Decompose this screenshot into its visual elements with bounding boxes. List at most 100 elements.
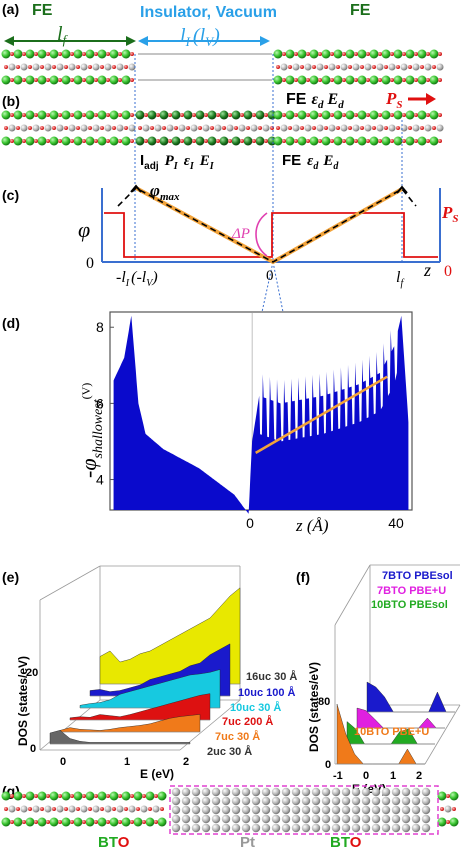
atom-ti: [424, 124, 432, 132]
atom-ba: [417, 75, 427, 85]
atom-o: [94, 794, 98, 798]
atom-pt: [421, 814, 431, 824]
atom-ti: [92, 63, 100, 71]
xlabel-e: E (eV): [140, 767, 174, 781]
atom-ti: [304, 63, 312, 71]
atom-o: [64, 807, 68, 811]
atom-pt: [261, 796, 271, 806]
atom-ti: [8, 805, 16, 813]
atom-pt: [351, 787, 361, 797]
atom-o: [58, 78, 62, 82]
legend-e-0: 16uc 30 Å: [246, 670, 297, 683]
atom-ba: [37, 136, 47, 146]
atom-insulator: [159, 136, 169, 146]
atom-o: [414, 52, 418, 56]
atom-pt: [351, 805, 361, 815]
atom-o: [348, 65, 352, 69]
atom-o: [446, 794, 450, 798]
atom-ba: [449, 817, 459, 827]
atom-pt: [181, 805, 191, 815]
atom-ba: [49, 75, 59, 85]
atom-insulator: [207, 136, 217, 146]
atom-pt: [361, 787, 371, 797]
ytick-e-20: 20: [26, 667, 38, 679]
atom-ti: [388, 124, 396, 132]
atom-o: [402, 113, 406, 117]
atom-ti: [104, 805, 112, 813]
atom-ba: [37, 49, 47, 59]
atom-o: [118, 78, 122, 82]
atom-pt: [271, 823, 281, 833]
ytick-label-d: 4: [96, 472, 104, 488]
atom-ba: [37, 110, 47, 120]
atom-o: [420, 126, 424, 130]
atom-ba: [109, 136, 119, 146]
atom-o: [88, 807, 92, 811]
atom-o: [306, 52, 310, 56]
atom-ba: [405, 75, 415, 85]
atom-ba: [405, 110, 415, 120]
atom-o: [52, 807, 56, 811]
atom-o: [28, 65, 32, 69]
atom-o: [354, 52, 358, 56]
atom-ba: [85, 791, 95, 801]
atom-o: [228, 113, 232, 117]
atom-o: [306, 78, 310, 82]
ylabel-f: DOS (states/eV): [307, 662, 321, 752]
atom-o: [162, 126, 166, 130]
atom-ba: [97, 136, 107, 146]
atom-o: [58, 52, 62, 56]
atom-ba: [429, 136, 439, 146]
atom-o: [336, 65, 340, 69]
atom-o: [70, 78, 74, 82]
atom-o: [366, 113, 370, 117]
atom-o: [420, 65, 424, 69]
atom-o: [58, 139, 62, 143]
atom-ti: [116, 63, 124, 71]
atom-ti: [364, 63, 372, 71]
legend-e-5: 2uc 30 Å: [207, 745, 252, 758]
dos-curves-e: [49, 587, 241, 745]
atom-pt: [381, 823, 391, 833]
atom-pt: [391, 805, 401, 815]
atom-ba: [449, 791, 459, 801]
legend-e-2: 10uc 30 Å: [230, 701, 281, 714]
atom-ba: [333, 136, 343, 146]
atom-o: [288, 126, 292, 130]
atom-ba: [133, 817, 143, 827]
atom-o: [264, 139, 268, 143]
atom-o: [130, 78, 134, 82]
atom-ti: [152, 805, 160, 813]
atom-ba: [73, 49, 83, 59]
atom-ti: [238, 124, 246, 132]
atom-pt: [371, 787, 381, 797]
atom-pt: [391, 814, 401, 824]
atom-ba: [333, 75, 343, 85]
atom-pt: [301, 796, 311, 806]
atom-o: [138, 126, 142, 130]
atom-o: [100, 807, 104, 811]
atom-ba: [1, 49, 11, 59]
atom-ti: [20, 63, 28, 71]
insulator-label: Insulator, Vacuum: [140, 4, 277, 21]
atom-o: [70, 820, 74, 824]
atom-ba: [381, 49, 391, 59]
legend-e-4: 7uc 30 Å: [215, 730, 260, 743]
atom-insulator: [243, 110, 253, 120]
atom-ba: [321, 75, 331, 85]
atom-o: [154, 820, 158, 824]
atom-ba: [121, 817, 131, 827]
atom-o: [432, 65, 436, 69]
atom-o: [22, 139, 26, 143]
atom-ba: [37, 791, 47, 801]
atom-ti: [292, 124, 300, 132]
atom-o: [426, 78, 430, 82]
left-tick-label: -lI (-lV): [116, 269, 158, 289]
atom-ba: [309, 49, 319, 59]
phimax-marker-right: [396, 185, 408, 194]
atom-pt: [251, 805, 261, 815]
atom-o: [276, 65, 280, 69]
atom-o: [76, 65, 80, 69]
atom-o: [106, 794, 110, 798]
fe-insulator-slab-structure-b: [1, 110, 444, 146]
